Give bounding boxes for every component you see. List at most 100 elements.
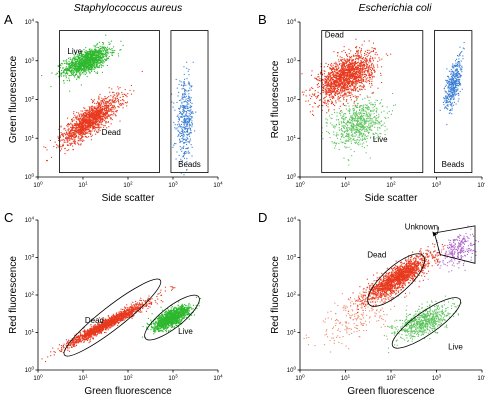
data-point: [184, 120, 186, 122]
data-point: [98, 103, 101, 105]
data-point: [331, 90, 333, 92]
data-point: [349, 74, 351, 76]
data-point: [94, 115, 96, 117]
data-point: [343, 69, 345, 71]
data-point: [86, 113, 88, 115]
data-point: [338, 59, 340, 61]
data-point: [364, 73, 367, 75]
data-point: [349, 80, 351, 82]
data-point: [87, 117, 90, 119]
data-point: [76, 124, 78, 126]
data-point: [96, 56, 99, 58]
data-point: [349, 61, 351, 63]
data-point: [326, 119, 328, 121]
data-point: [73, 141, 75, 143]
data-point: [179, 165, 181, 168]
data-point: [350, 68, 352, 70]
data-point: [328, 87, 330, 89]
data-point: [179, 132, 181, 134]
data-point: [357, 80, 359, 82]
data-point: [187, 141, 189, 143]
data-point: [353, 55, 355, 58]
data-point: [311, 113, 314, 115]
data-point: [104, 109, 106, 111]
data-point: [358, 70, 360, 73]
data-point: [360, 60, 362, 62]
data-point: [85, 121, 87, 123]
data-point: [352, 82, 354, 84]
data-point: [88, 125, 90, 128]
data-point: [345, 93, 347, 95]
data-point: [89, 122, 92, 124]
data-point: [97, 55, 99, 57]
data-point: [357, 73, 359, 75]
data-point: [80, 132, 82, 135]
data-point: [115, 101, 117, 103]
data-point: [94, 62, 96, 64]
data-point: [344, 73, 346, 75]
data-point: [353, 101, 355, 103]
data-point: [97, 111, 99, 113]
data-point: [73, 142, 76, 144]
data-point: [92, 126, 94, 128]
data-point: [370, 51, 372, 53]
data-point: [184, 119, 186, 122]
data-point: [109, 99, 111, 102]
data-point: [190, 130, 192, 132]
data-point: [76, 58, 78, 61]
data-point: [317, 82, 320, 85]
data-point: [89, 53, 91, 55]
data-point: [182, 156, 184, 158]
data-point: [344, 72, 347, 74]
data-point: [351, 89, 353, 91]
data-point: [94, 59, 96, 61]
data-point: [335, 123, 337, 125]
data-point: [330, 65, 333, 67]
data-point: [78, 114, 80, 116]
data-point: [124, 89, 126, 91]
data-point: [342, 97, 345, 99]
data-point: [85, 110, 87, 112]
data-point: [183, 174, 185, 176]
data-point: [354, 75, 356, 77]
data-point: [346, 69, 349, 71]
data-point: [355, 55, 358, 57]
data-point: [85, 124, 87, 126]
data-point: [90, 62, 92, 64]
data-point: [186, 158, 188, 160]
data-point: [65, 72, 68, 74]
data-point: [175, 78, 177, 81]
data-point: [108, 43, 110, 46]
data-point: [353, 64, 355, 67]
data-point: [360, 49, 362, 51]
data-point: [357, 90, 360, 92]
data-point: [77, 56, 79, 58]
data-point: [364, 135, 366, 137]
data-point: [93, 114, 95, 116]
data-point: [97, 66, 99, 68]
data-point: [66, 69, 68, 71]
data-point: [191, 86, 193, 88]
data-point: [87, 62, 89, 64]
data-point: [75, 70, 77, 72]
data-point: [358, 68, 360, 70]
data-point: [332, 96, 334, 98]
data-point: [106, 49, 108, 51]
data-point: [83, 60, 85, 62]
data-point: [93, 122, 95, 124]
data-point: [358, 85, 360, 87]
data-point: [357, 117, 359, 119]
data-point: [355, 82, 357, 84]
data-point: [180, 112, 182, 114]
data-point: [67, 140, 69, 142]
data-point: [85, 67, 87, 69]
data-point: [377, 60, 379, 62]
data-point: [70, 131, 72, 133]
data-point: [79, 120, 81, 122]
data-point: [347, 64, 349, 66]
data-point: [90, 119, 92, 121]
data-point: [338, 61, 340, 63]
data-point: [356, 51, 358, 53]
data-point: [80, 123, 82, 125]
data-point: [327, 89, 330, 91]
